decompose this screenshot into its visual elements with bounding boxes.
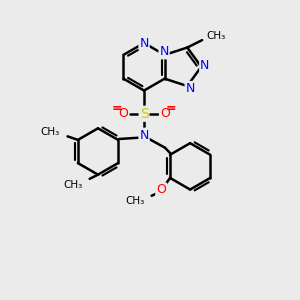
Text: CH₃: CH₃ <box>126 196 145 206</box>
Text: CH₃: CH₃ <box>207 31 226 41</box>
Text: S: S <box>140 107 148 121</box>
Text: CH₃: CH₃ <box>63 180 82 190</box>
Text: O: O <box>160 107 170 120</box>
Text: =: = <box>112 102 123 115</box>
Text: N: N <box>185 82 195 95</box>
Text: N: N <box>140 37 149 50</box>
Text: N: N <box>200 59 209 72</box>
Text: O: O <box>118 107 128 120</box>
Text: =: = <box>166 102 176 115</box>
Text: O: O <box>156 183 166 196</box>
Text: N: N <box>140 129 149 142</box>
Text: N: N <box>159 45 169 58</box>
Text: CH₃: CH₃ <box>40 128 59 137</box>
